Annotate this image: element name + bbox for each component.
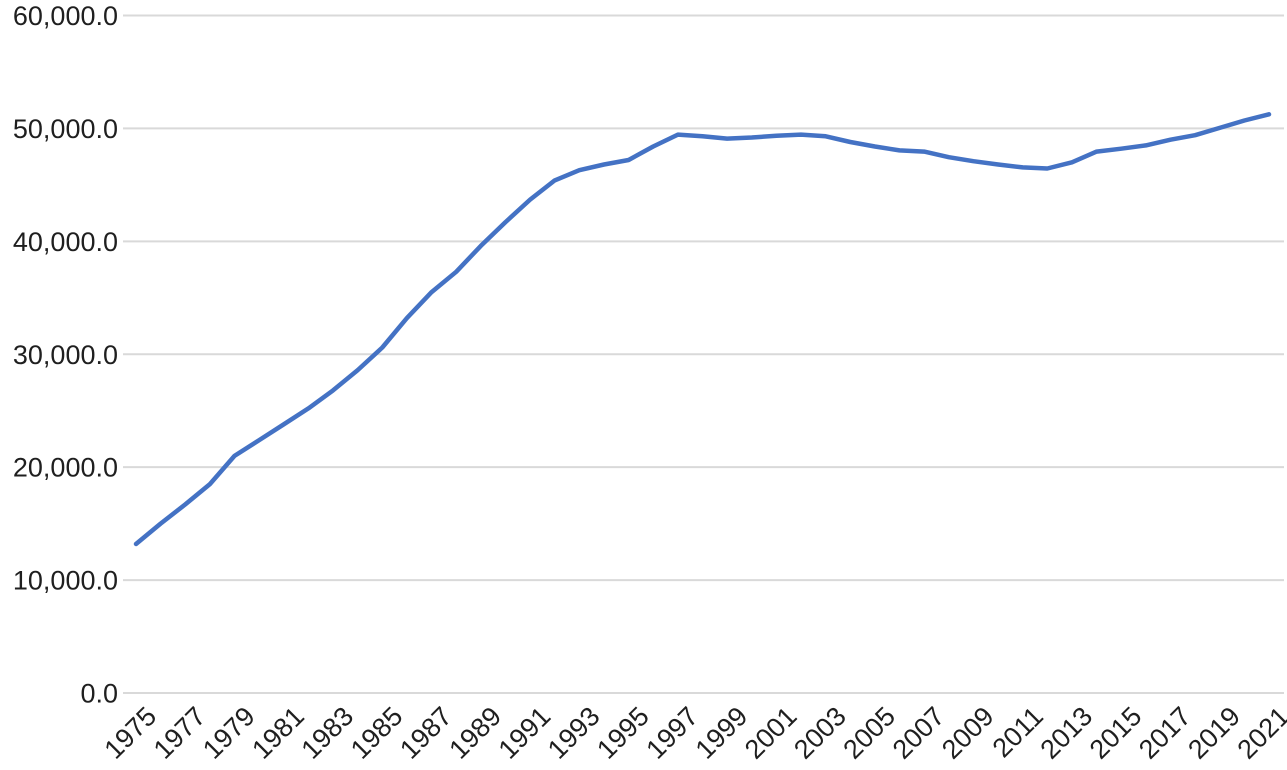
x-axis-tick-label: 2015 xyxy=(1084,701,1148,765)
x-axis-tick-label: 1997 xyxy=(640,701,704,765)
x-axis-tick-label: 2013 xyxy=(1035,701,1099,765)
y-axis-tick-label: 30,000.0 xyxy=(13,340,118,370)
x-axis-tick-label: 2009 xyxy=(936,701,1000,765)
x-axis-tick-label: 1999 xyxy=(690,701,754,765)
x-axis-tick-label: 2005 xyxy=(837,701,901,765)
x-axis-tick-label: 1991 xyxy=(493,701,557,765)
x-axis-tick-label: 1985 xyxy=(345,701,409,765)
x-axis-tick-label: 1995 xyxy=(591,701,655,765)
x-axis-tick-label: 2021 xyxy=(1232,701,1287,765)
x-axis-tick-label: 2019 xyxy=(1182,701,1246,765)
x-axis-tick-label: 1977 xyxy=(148,701,212,765)
x-axis-tick-label: 2001 xyxy=(739,701,803,765)
x-axis-tick-label: 1993 xyxy=(542,701,606,765)
data-series-line xyxy=(133,112,1272,547)
y-axis-tick-label: 10,000.0 xyxy=(13,566,118,596)
y-axis-tick-label: 40,000.0 xyxy=(13,227,118,257)
x-axis-tick-label: 1989 xyxy=(443,701,507,765)
x-axis-tick-label: 2003 xyxy=(788,701,852,765)
x-axis-tick-label: 2011 xyxy=(987,701,1049,763)
x-axis-tick-label: 1979 xyxy=(197,701,261,765)
y-axis-tick-label: 60,000.0 xyxy=(13,1,118,31)
x-axis-tick-label: 1981 xyxy=(246,701,310,765)
y-axis-tick-label: 50,000.0 xyxy=(13,114,118,144)
x-axis-tick-label: 1987 xyxy=(394,701,458,765)
x-axis-tick-label: 1983 xyxy=(296,701,360,765)
y-axis-tick-label: 20,000.0 xyxy=(13,453,118,483)
x-axis-tick-label: 2017 xyxy=(1133,701,1197,765)
x-axis-tick-label: 2007 xyxy=(887,701,951,765)
x-axis-tick-label: 1975 xyxy=(99,701,163,765)
y-axis-tick-label: 0.0 xyxy=(80,679,118,709)
